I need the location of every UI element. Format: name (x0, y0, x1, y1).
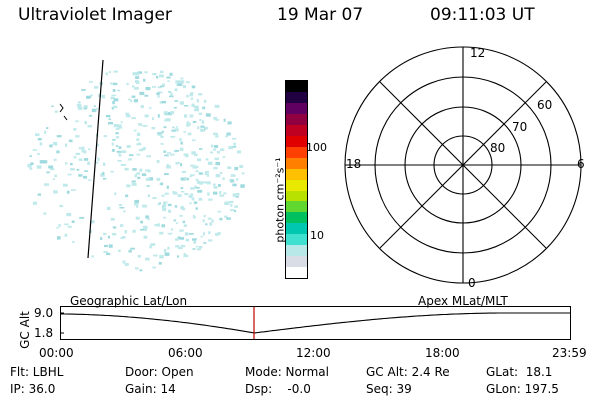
geographic-latlon-title: Geographic Lat/Lon (70, 294, 188, 308)
polar-grid-plot (344, 46, 582, 284)
colorbar-swatch (286, 245, 307, 257)
intensity-colorbar (285, 80, 308, 279)
mlt-label-12: 12 (470, 46, 486, 60)
time-tick-0600: 06:00 (168, 346, 203, 360)
mlat-label-70: 70 (512, 120, 528, 134)
colorbar-swatch (286, 146, 307, 158)
time-tick-0000: 00:00 (39, 346, 74, 360)
colorbar-swatch (286, 179, 307, 191)
dsp-value: Dsp: -0.0 (245, 382, 311, 396)
instrument-title: Ultraviolet Imager (18, 5, 172, 25)
colorbar-swatch (286, 223, 307, 235)
colorbar-tick-100: 100 (306, 141, 327, 154)
gain-value: Gain: 14 (125, 382, 176, 396)
colorbar-swatch (286, 201, 307, 213)
altitude-trace-plot (60, 306, 571, 340)
colorbar-swatch (286, 92, 307, 103)
colorbar-swatch (286, 256, 307, 268)
glat-value: GLat: 18.1 (486, 365, 553, 379)
colorbar-swatch (286, 103, 307, 114)
gc-alt-axis-label: GC Alt (17, 311, 32, 349)
apex-mlat-mlt-title: Apex MLat/MLT (418, 294, 508, 308)
door-status: Door: Open (125, 365, 194, 379)
colorbar-swatch (286, 135, 307, 147)
glon-value: GLon: 197.5 (486, 382, 559, 396)
meridian-diag-2 (379, 81, 547, 249)
ip-value: IP: 36.0 (10, 382, 56, 396)
mode-value: Mode: Normal (245, 365, 329, 379)
mlt-label-0: 0 (468, 276, 476, 290)
gc-alt-value: GC Alt: 2.4 Re (366, 365, 450, 379)
terminator-line (87, 59, 104, 259)
observation-date: 19 Mar 07 (277, 5, 364, 25)
mlt-label-18: 18 (346, 157, 362, 171)
colorbar-swatch (286, 113, 307, 125)
mlat-label-80: 80 (490, 141, 506, 155)
observation-time: 09:11:03 UT (430, 5, 535, 25)
altitude-plot-frame (60, 306, 571, 340)
time-tick-2359: 23:59 (552, 346, 587, 360)
time-tick-1200: 12:00 (296, 346, 331, 360)
alt-tick-low: 1.8 (34, 326, 54, 340)
altitude-curve (60, 312, 570, 334)
mlat-label-60: 60 (537, 98, 553, 112)
mlt-label-6: 6 (577, 157, 585, 171)
colorbar-swatch (286, 267, 307, 278)
colorbar-swatch (286, 81, 307, 93)
coastline-fragment (59, 103, 68, 121)
colorbar-swatch (286, 212, 307, 224)
colorbar-unit-label: photon cm⁻²s⁻¹ (273, 157, 287, 243)
time-tick-1800: 18:00 (425, 346, 460, 360)
auroral-image-panel (27, 59, 245, 272)
alt-tick-high: 9.0 (34, 306, 54, 320)
colorbar-swatch (286, 168, 307, 180)
colorbar-tick-10: 10 (310, 229, 324, 242)
colorbar-swatch (286, 234, 307, 246)
colorbar-swatch (286, 157, 307, 169)
colorbar-swatch (286, 124, 307, 136)
sequence-value: Seq: 39 (366, 382, 412, 396)
filter-value: Flt: LBHL (10, 365, 64, 379)
emission-speckles (27, 70, 245, 272)
colorbar-swatch (286, 190, 307, 202)
